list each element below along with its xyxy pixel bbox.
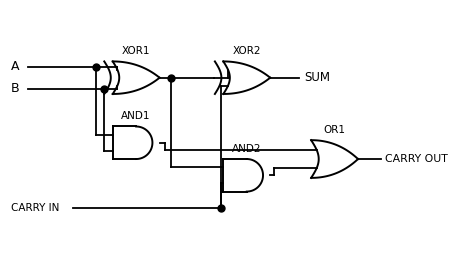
Text: A: A xyxy=(10,60,19,73)
Text: OR1: OR1 xyxy=(324,125,346,135)
Text: AND1: AND1 xyxy=(121,111,151,121)
Text: XOR2: XOR2 xyxy=(233,46,261,56)
Text: AND2: AND2 xyxy=(232,144,262,154)
Text: SUM: SUM xyxy=(304,71,330,84)
Text: B: B xyxy=(10,82,19,95)
Text: CARRY IN: CARRY IN xyxy=(10,203,59,213)
Text: CARRY OUT: CARRY OUT xyxy=(385,154,448,164)
Text: XOR1: XOR1 xyxy=(122,46,150,56)
